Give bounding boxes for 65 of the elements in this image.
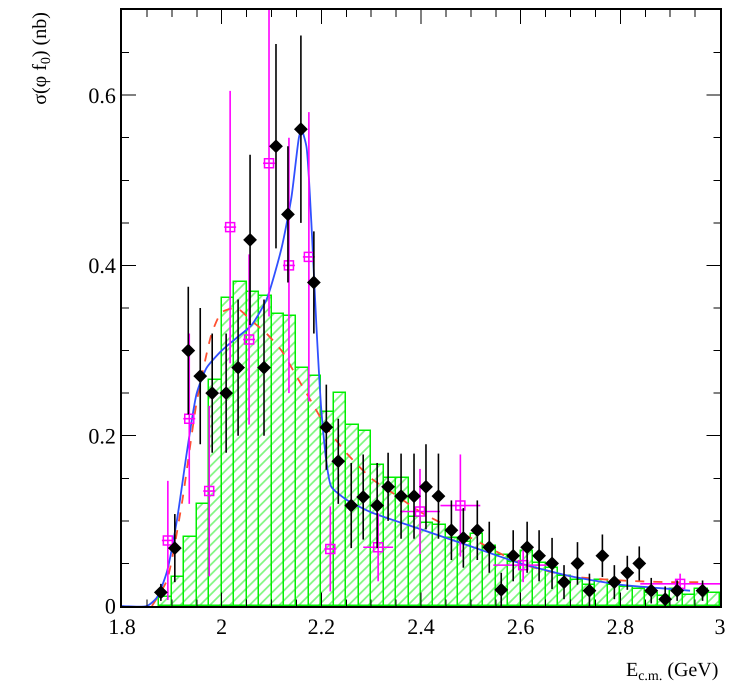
point <box>372 542 384 552</box>
point <box>194 370 207 383</box>
point <box>414 506 426 517</box>
point <box>307 276 320 290</box>
point <box>382 480 395 494</box>
point <box>332 454 345 468</box>
point <box>632 556 646 570</box>
point <box>620 566 634 580</box>
x-tick-label: 2.2 <box>308 614 336 640</box>
x-tick-label: 3 <box>714 614 726 640</box>
point <box>232 361 245 374</box>
point <box>419 480 433 494</box>
point <box>325 544 336 554</box>
point <box>394 490 408 503</box>
point <box>154 586 168 599</box>
point <box>482 540 496 554</box>
point <box>570 556 584 570</box>
point <box>257 361 271 374</box>
x-tick-label: 2.8 <box>606 614 634 640</box>
point <box>244 334 254 345</box>
point <box>356 490 370 504</box>
point <box>168 542 182 555</box>
point <box>344 498 358 512</box>
point <box>596 549 609 562</box>
point <box>204 486 214 496</box>
x-tick-label: 2.4 <box>407 614 435 640</box>
point <box>224 222 236 232</box>
point <box>294 122 308 136</box>
point <box>494 583 508 596</box>
point <box>269 140 283 153</box>
point <box>220 386 233 400</box>
point <box>407 490 421 503</box>
line-series <box>151 307 701 606</box>
point <box>182 344 195 358</box>
point <box>470 524 484 537</box>
point <box>520 540 534 554</box>
point <box>206 386 219 400</box>
x-tick-label: 2 <box>216 614 228 640</box>
point <box>674 578 686 590</box>
point <box>370 498 384 512</box>
y-tick-label: 0.6 <box>88 82 116 108</box>
point <box>532 549 546 562</box>
point <box>545 556 559 570</box>
point <box>243 233 257 246</box>
point <box>582 584 596 598</box>
point <box>456 531 470 544</box>
point <box>184 413 195 424</box>
point <box>608 576 621 589</box>
point <box>264 158 274 169</box>
point <box>281 208 295 221</box>
point <box>506 549 520 562</box>
point <box>432 490 446 503</box>
point <box>284 260 294 271</box>
point <box>162 535 174 546</box>
point <box>455 500 466 511</box>
point <box>304 252 314 262</box>
x-axis-title: E$_{c.m.}$ (GeV) <box>626 659 718 683</box>
y-tick-label: 0.4 <box>88 253 116 278</box>
point <box>644 584 658 598</box>
x-tick-label: 2.6 <box>506 614 534 640</box>
point <box>320 420 333 434</box>
y-tick-label: 0.2 <box>88 423 116 448</box>
point <box>518 560 528 570</box>
point <box>444 524 458 537</box>
point <box>557 576 571 589</box>
